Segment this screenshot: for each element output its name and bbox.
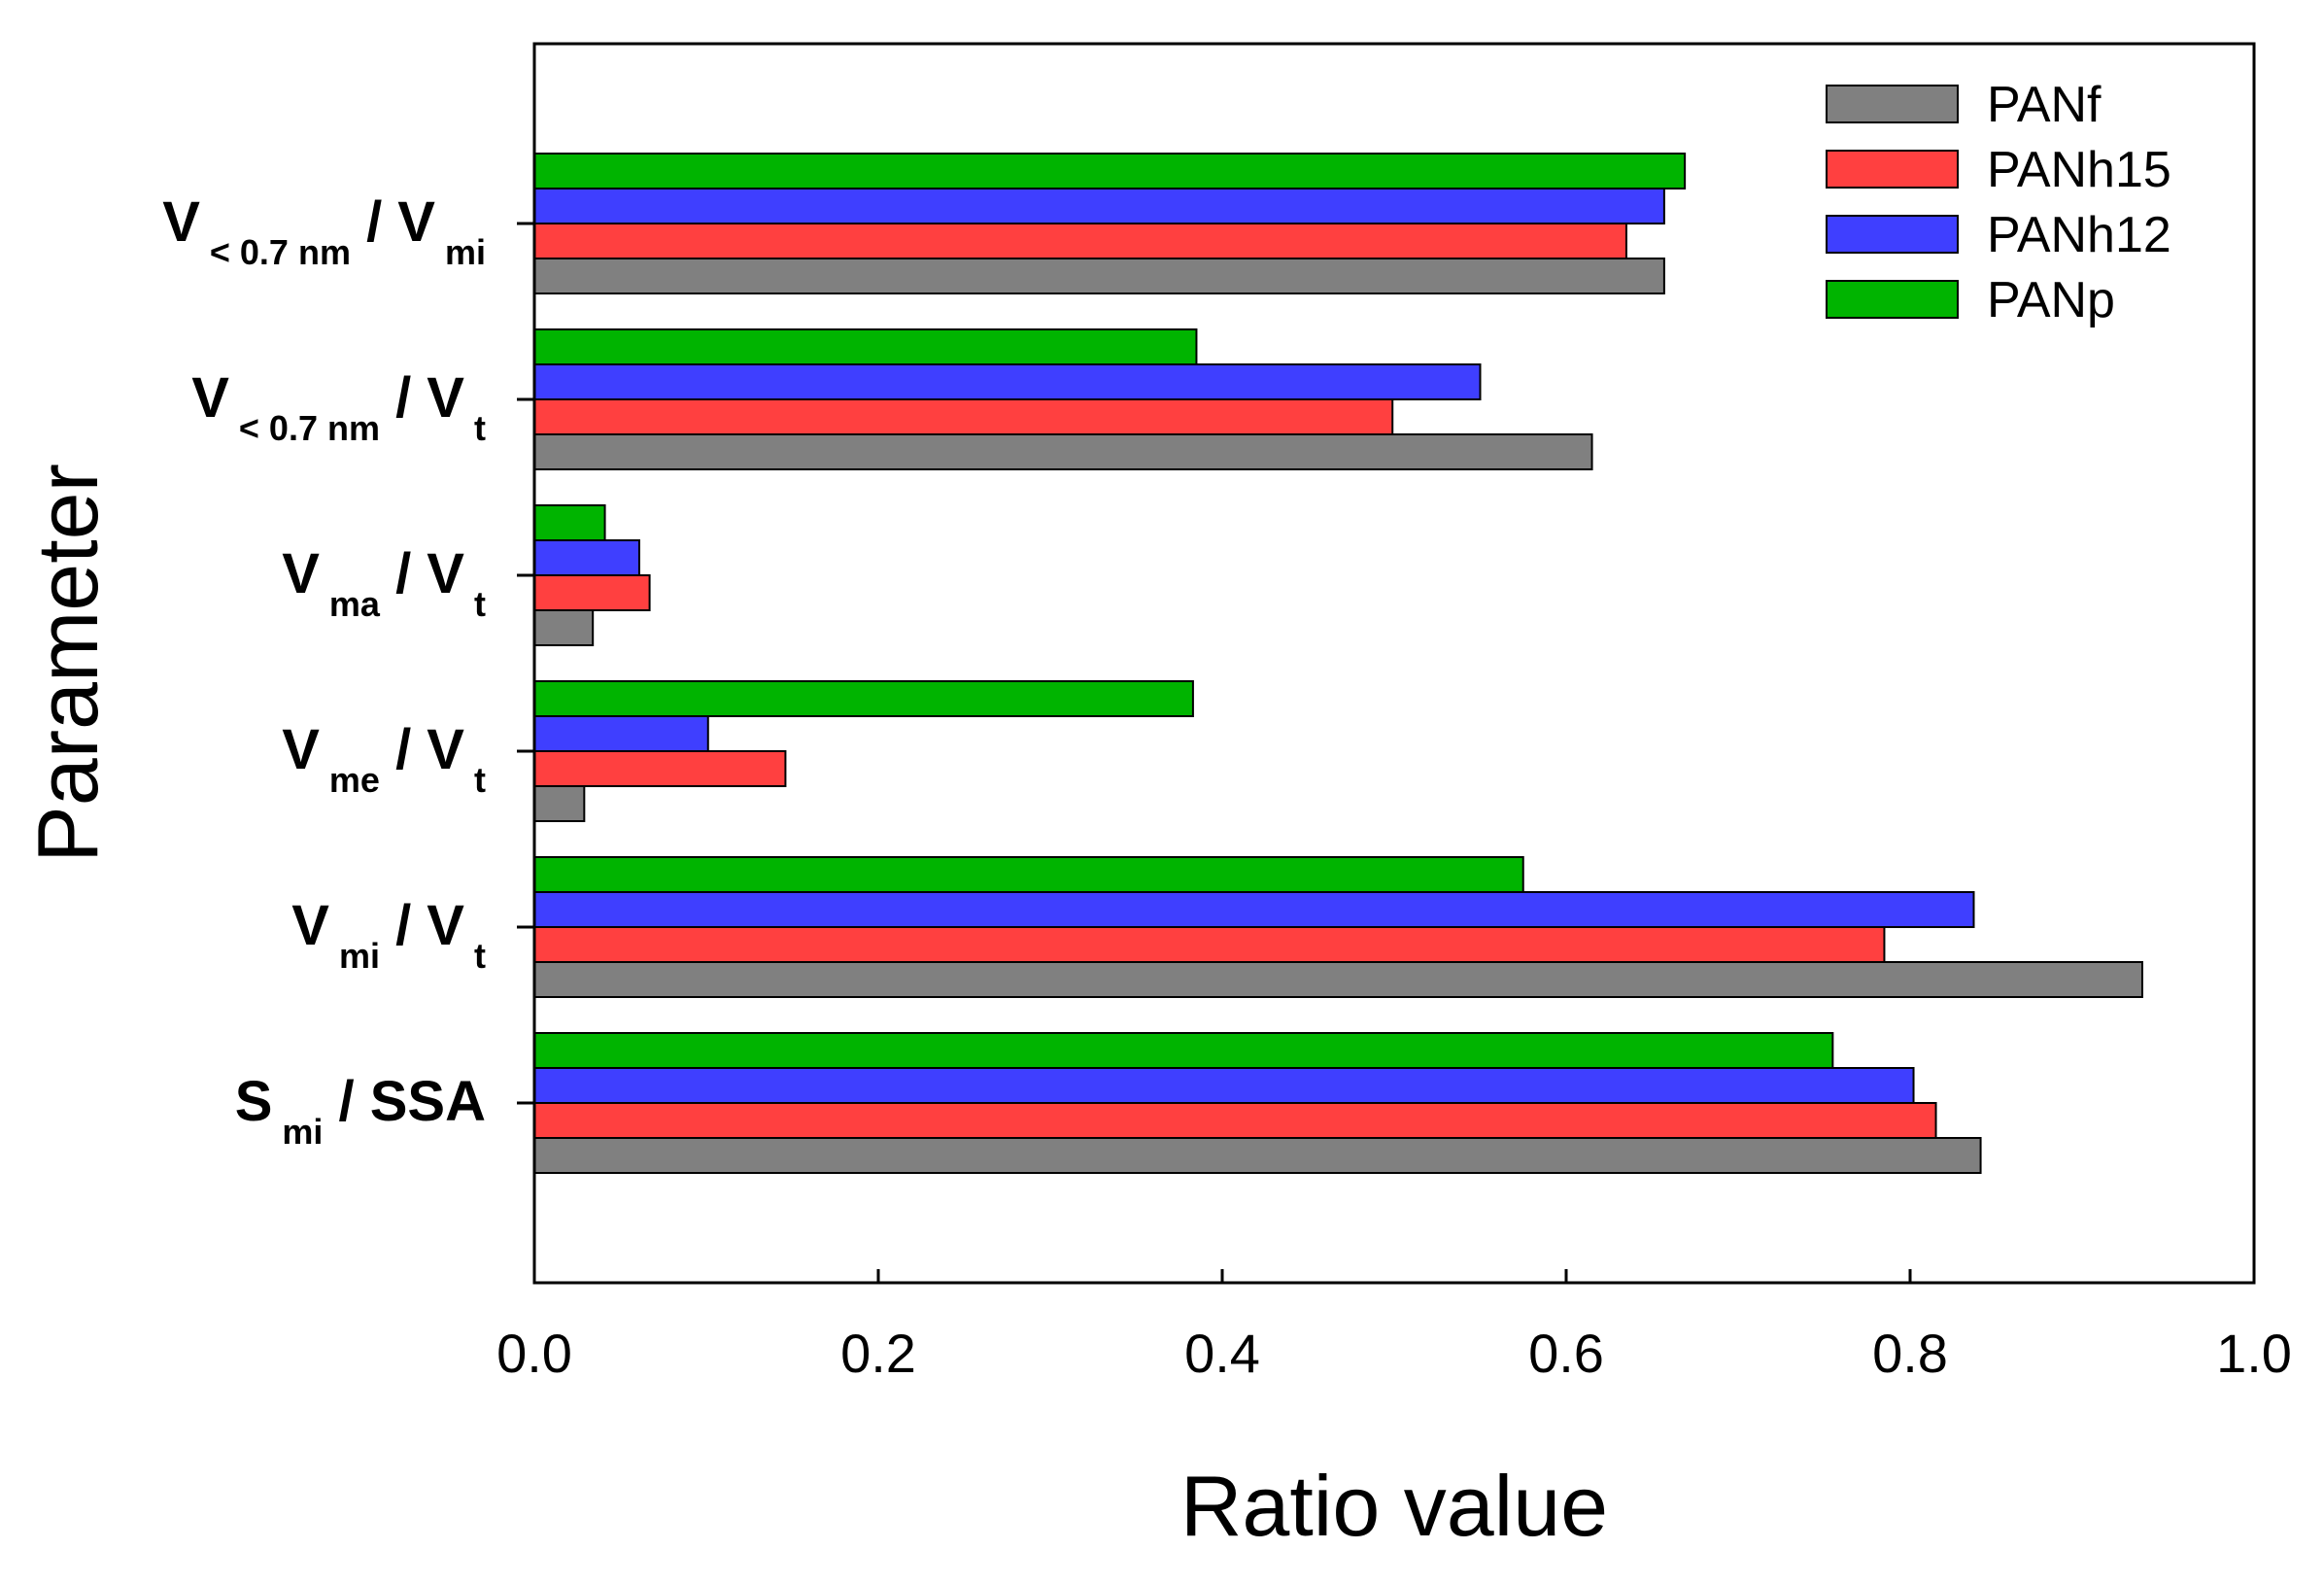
bar-PANh12-3: [533, 715, 709, 752]
bar-PANh15-3: [533, 750, 787, 787]
x-tick-label: 0.8: [1872, 1323, 1948, 1384]
bar-PANh12-4: [533, 891, 1975, 928]
legend-swatch: [1826, 280, 1959, 319]
x-tick-label: 0.4: [1184, 1323, 1260, 1384]
legend-label: PANh15: [1987, 142, 2171, 198]
bar-PANh15-0: [533, 223, 1627, 259]
x-tick-label: 0.6: [1528, 1323, 1604, 1384]
x-axis: 0.0 0.2 0.4 0.6 0.8 1.0: [496, 1269, 2292, 1384]
bar-PANp-4: [533, 856, 1524, 893]
bars-group: [533, 153, 2143, 1174]
bar-PANh12-2: [533, 539, 640, 576]
bar-PANp-0: [533, 153, 1687, 189]
y-tick-label: V me / V t: [282, 718, 486, 800]
bar-PANh12-1: [533, 363, 1482, 400]
legend-swatch: [1826, 85, 1959, 123]
y-tick-label: V < 0.7 nm / V t: [191, 366, 486, 448]
bar-PANh12-5: [533, 1067, 1915, 1104]
y-tick-label: V mi / V t: [291, 894, 486, 976]
bar-PANh15-2: [533, 574, 651, 611]
bar-PANh15-4: [533, 926, 1886, 963]
x-tick-label: 1.0: [2216, 1323, 2292, 1384]
bar-PANf-1: [533, 433, 1593, 470]
legend-swatch: [1826, 215, 1959, 254]
x-tick-label: 0.2: [840, 1323, 916, 1384]
legend-label: PANh12: [1987, 207, 2171, 263]
bar-PANh15-5: [533, 1102, 1937, 1139]
x-tick-label: 0.0: [496, 1323, 572, 1384]
legend-swatch: [1826, 150, 1959, 189]
bar-PANp-3: [533, 680, 1194, 717]
plot-frame: [532, 42, 2256, 1285]
bar-PANp-2: [533, 504, 606, 541]
bar-PANh12-0: [533, 188, 1665, 224]
y-axis: V < 0.7 nm / V mi V < 0.7 nm / V t V ma / …: [162, 190, 534, 1152]
legend-label: PANf: [1987, 77, 2102, 133]
y-axis-title: Parameter: [19, 464, 116, 863]
bar-PANf-5: [533, 1137, 1982, 1174]
legend-label: PANp: [1987, 272, 2115, 328]
y-tick-label: V ma / V t: [282, 542, 486, 624]
y-tick-label: V < 0.7 nm / V mi: [162, 190, 486, 272]
legend: PANf PANh15 PANh12 PANp: [1826, 77, 2171, 328]
bar-PANp-5: [533, 1032, 1834, 1069]
bar-PANf-0: [533, 258, 1665, 294]
bar-PANp-1: [533, 328, 1198, 365]
bar-PANf-2: [533, 609, 595, 646]
bar-PANh15-1: [533, 398, 1394, 435]
x-axis-title: Ratio value: [1180, 1458, 1608, 1554]
y-tick-label: S mi / SSA: [235, 1070, 486, 1152]
bar-PANf-3: [533, 785, 586, 822]
bar-PANf-4: [533, 961, 2143, 998]
